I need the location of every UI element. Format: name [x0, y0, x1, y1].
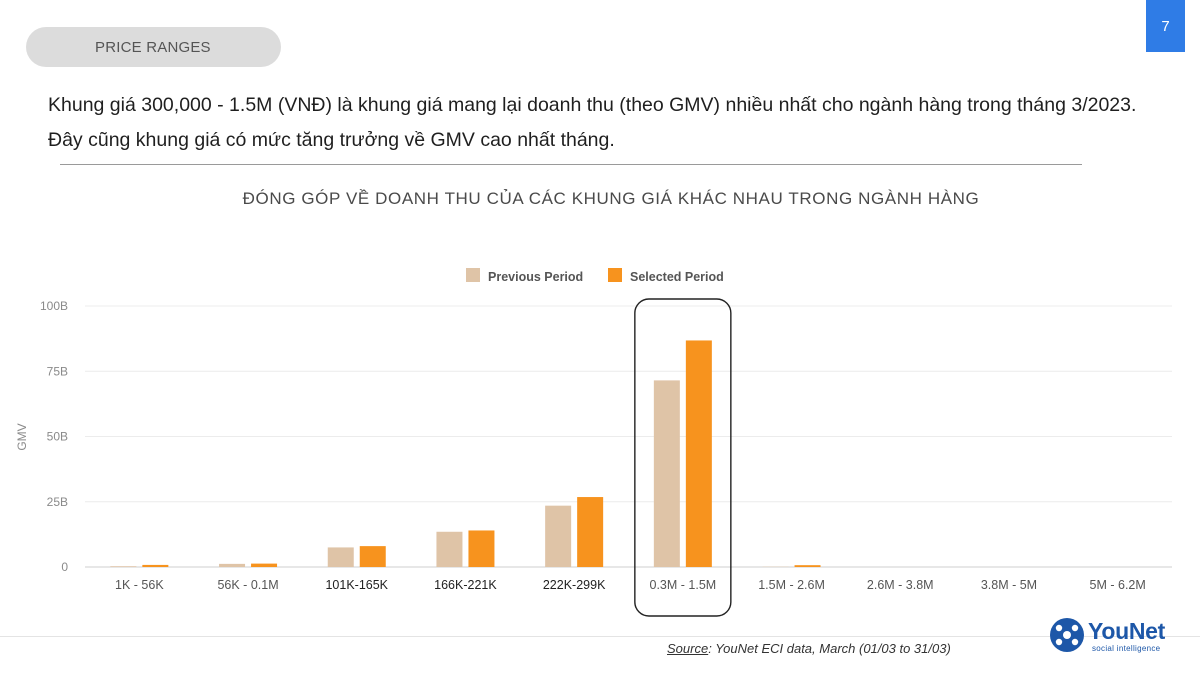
- x-tick-label: 222K-299K: [543, 578, 606, 592]
- y-tick-label: 50B: [47, 430, 68, 444]
- divider: [60, 164, 1082, 165]
- chart-title: ĐÓNG GÓP VỀ DOANH THU CỦA CÁC KHUNG GIÁ …: [242, 189, 980, 208]
- source-text: : YouNet ECI data, March (01/03 to 31/03…: [708, 641, 951, 656]
- y-axis-label: GMV: [15, 423, 29, 450]
- y-tick-label: 100B: [40, 299, 68, 313]
- bar-selected: [577, 497, 604, 567]
- logo-text: YouNet: [1088, 618, 1165, 644]
- bar-chart: 0 25B 50B 75B 100B GMV 1K - 56K 56K - 0.1M 101K-…: [15, 268, 1172, 617]
- x-tick-label: 1K - 56K: [115, 578, 164, 592]
- x-tick-label: 166K-221K: [434, 578, 497, 592]
- bar-selected: [468, 530, 495, 567]
- section-label: PRICE RANGES: [26, 27, 281, 67]
- x-tick-label: 5M - 6.2M: [1090, 578, 1146, 592]
- legend-swatch: [466, 268, 480, 282]
- bar-selected: [685, 340, 712, 567]
- x-tick-label: 101K-165K: [325, 578, 388, 592]
- bar-previous: [653, 380, 680, 567]
- legend-swatch: [608, 268, 622, 282]
- x-tick-label: 3.8M - 5M: [981, 578, 1037, 592]
- x-tick-label: 2.6M - 3.8M: [867, 578, 934, 592]
- bar-previous: [545, 505, 572, 567]
- bar-previous: [436, 531, 463, 567]
- bar-selected: [142, 564, 169, 567]
- bar-selected: [794, 565, 821, 567]
- source-note: Source: YouNet ECI data, March (01/03 to…: [667, 641, 951, 656]
- intro-text: Khung giá 300,000 - 1.5M (VNĐ) là khung …: [48, 94, 1137, 151]
- page-number: 7: [1146, 0, 1185, 52]
- footer-divider: [0, 636, 1200, 637]
- bar-selected: [251, 563, 278, 567]
- source-label: Source: [667, 641, 709, 656]
- x-tick-label: 56K - 0.1M: [217, 578, 278, 592]
- bar-previous: [110, 566, 137, 567]
- legend-label: Previous Period: [488, 270, 583, 284]
- x-tick-label: 1.5M - 2.6M: [758, 578, 825, 592]
- section-label-text: PRICE RANGES: [95, 38, 211, 56]
- younet-logo-icon: [1050, 618, 1084, 652]
- y-tick-label: 75B: [47, 364, 68, 378]
- bar-previous: [219, 563, 246, 567]
- x-tick-label: 0.3M - 1.5M: [650, 578, 717, 592]
- y-tick-label: 0: [61, 560, 68, 574]
- bar-selected: [359, 546, 386, 567]
- y-tick-label: 25B: [47, 495, 68, 509]
- bar-previous: [327, 547, 354, 567]
- highlight-box: [634, 298, 732, 617]
- legend-label: Selected Period: [630, 270, 724, 284]
- younet-logo: YouNet social intelligence: [1048, 616, 1178, 656]
- logo-subtext: social intelligence: [1092, 644, 1161, 653]
